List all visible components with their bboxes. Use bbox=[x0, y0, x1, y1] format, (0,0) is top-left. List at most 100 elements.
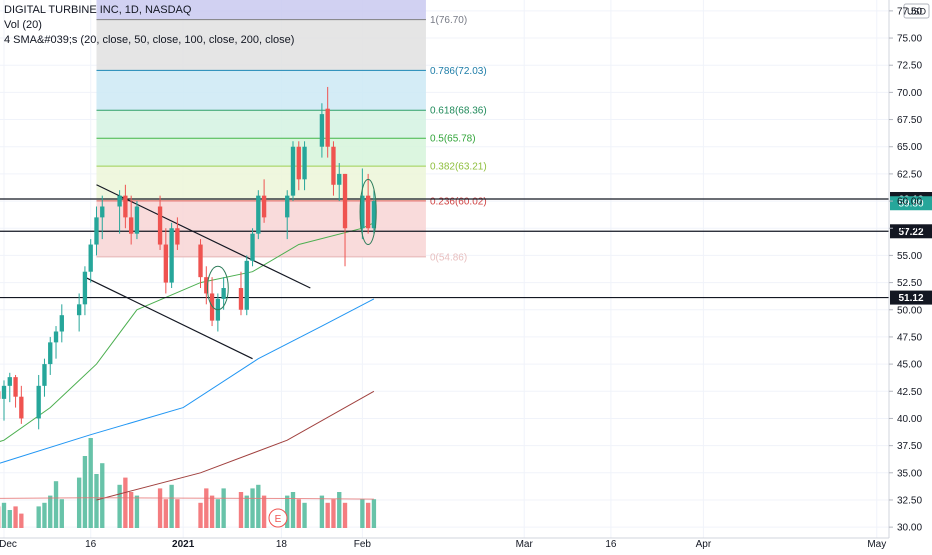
candle-body bbox=[343, 174, 347, 228]
earnings-marker[interactable]: E bbox=[269, 509, 287, 527]
volume-bar bbox=[2, 503, 6, 528]
time-tick-label: 16 bbox=[605, 539, 617, 550]
volume-bar bbox=[302, 503, 306, 528]
fib-zone bbox=[96, 110, 425, 138]
price-badge-label: 51.12 bbox=[898, 293, 923, 304]
volume-bar bbox=[337, 492, 341, 528]
fib-level-label: 0.618(68.36) bbox=[430, 106, 487, 117]
volume-bar bbox=[164, 499, 168, 528]
price-tick-label: 40.00 bbox=[897, 414, 922, 425]
candle-body bbox=[117, 196, 121, 207]
candle-body bbox=[37, 386, 41, 419]
sma-indicator-label: 4 SMA&#039;s (20, close, 50, close, 100,… bbox=[4, 33, 294, 48]
volume-bar bbox=[216, 499, 220, 528]
volume-bar bbox=[256, 485, 260, 528]
volume-bar bbox=[94, 474, 98, 528]
volume-bar bbox=[42, 503, 46, 528]
price-tick-label: 45.00 bbox=[897, 360, 922, 371]
chart-legend[interactable]: DIGITAL TURBINE INC, 1D, NASDAQ Vol (20)… bbox=[4, 3, 294, 48]
fib-zone bbox=[96, 166, 425, 201]
time-tick-label: 2021 bbox=[172, 539, 195, 550]
fib-level-label: 0.5(65.78) bbox=[430, 134, 476, 145]
candle-body bbox=[245, 261, 249, 310]
candle-body bbox=[94, 217, 98, 244]
price-tick-label: 52.50 bbox=[897, 278, 922, 289]
time-tick-label: 18 bbox=[276, 539, 288, 550]
time-tick-label: Mar bbox=[516, 539, 534, 550]
price-tick-label: 65.00 bbox=[897, 142, 922, 153]
candle-body bbox=[19, 397, 23, 419]
candle-body bbox=[221, 288, 225, 299]
volume-bar bbox=[89, 438, 93, 528]
volume-bar bbox=[250, 488, 254, 528]
earnings-marker-label: E bbox=[275, 514, 282, 525]
price-tick-label: 47.50 bbox=[897, 332, 922, 343]
volume-bar bbox=[169, 485, 173, 528]
candle-body bbox=[164, 245, 168, 283]
time-tick-label: Feb bbox=[354, 539, 372, 550]
volume-bar bbox=[13, 506, 17, 528]
candle-body bbox=[331, 147, 335, 185]
symbol-title: DIGITAL TURBINE INC, 1D, NASDAQ bbox=[4, 3, 294, 18]
volume-bar bbox=[135, 496, 139, 528]
price-tick-label: 77.50 bbox=[897, 6, 922, 17]
volume-bar bbox=[320, 496, 324, 528]
candle-body bbox=[175, 228, 179, 244]
candle-body bbox=[320, 114, 324, 147]
candle-body bbox=[135, 207, 139, 234]
price-tick-label: 60.00 bbox=[897, 197, 922, 208]
volume-bar bbox=[100, 463, 104, 528]
price-tick-label: 75.00 bbox=[897, 34, 922, 45]
price-tick-label: 70.00 bbox=[897, 88, 922, 99]
volume-bar bbox=[19, 514, 23, 528]
fib-zone bbox=[96, 138, 425, 166]
fib-level-label: 0.786(72.03) bbox=[430, 66, 487, 77]
time-tick-label: Dec bbox=[0, 539, 17, 550]
candle-body bbox=[302, 147, 306, 180]
time-tick-label: Apr bbox=[696, 539, 712, 550]
volume-bar bbox=[366, 503, 370, 528]
candle-body bbox=[100, 207, 104, 218]
time-tick-label: 16 bbox=[85, 539, 97, 550]
volume-bar bbox=[175, 499, 179, 528]
volume-bar bbox=[60, 499, 64, 528]
volume-bar bbox=[291, 492, 295, 528]
candle-body bbox=[13, 377, 17, 397]
candle-body bbox=[326, 109, 330, 147]
volume-bar bbox=[117, 485, 121, 528]
price-tick-label: 30.00 bbox=[897, 523, 922, 534]
candle-body bbox=[256, 196, 260, 234]
volume-bar bbox=[343, 503, 347, 528]
candle-body bbox=[77, 304, 81, 315]
price-tick-label: 55.00 bbox=[897, 251, 922, 262]
volume-bar bbox=[326, 503, 330, 528]
volume-bar bbox=[77, 478, 81, 528]
volume-bar bbox=[123, 478, 127, 528]
candle-body bbox=[89, 245, 93, 272]
candle-body bbox=[262, 196, 266, 218]
candle-body bbox=[250, 234, 254, 261]
volume-bar bbox=[221, 488, 225, 528]
fib-level-label: 0.236(60.02) bbox=[430, 196, 487, 207]
volume-bar bbox=[8, 510, 12, 528]
volume-bar bbox=[204, 488, 208, 528]
price-tick-label: 32.50 bbox=[897, 495, 922, 506]
candle-body bbox=[158, 207, 162, 245]
volume-bar bbox=[331, 499, 335, 528]
candle-body bbox=[239, 288, 243, 310]
volume-bar bbox=[210, 496, 214, 528]
price-tick-label: 42.50 bbox=[897, 387, 922, 398]
price-tick-label: 67.50 bbox=[897, 115, 922, 126]
volume-bar bbox=[54, 481, 58, 528]
volume-bar bbox=[198, 503, 202, 528]
volume-bar bbox=[37, 506, 41, 528]
candle-body bbox=[198, 245, 202, 278]
candle-body bbox=[48, 342, 52, 364]
volume-bar bbox=[360, 499, 364, 528]
volume-bar bbox=[239, 492, 243, 528]
candle-body bbox=[8, 377, 12, 386]
time-tick-label: May bbox=[867, 539, 886, 550]
candle-body bbox=[2, 386, 6, 399]
